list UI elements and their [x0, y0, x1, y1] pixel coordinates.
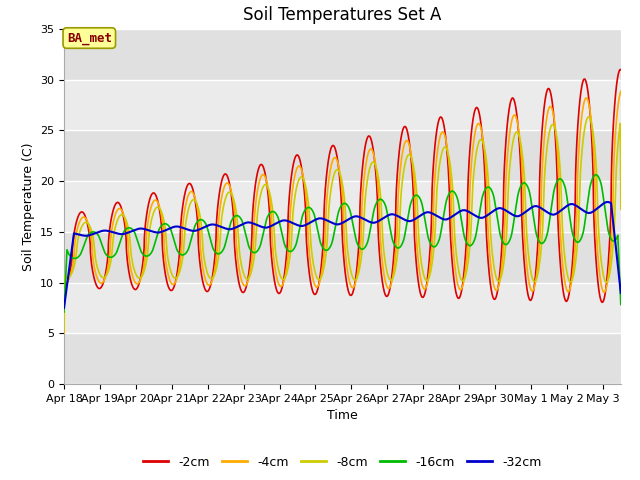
-16cm: [409, 196, 417, 202]
Bar: [64, 29, 621, 80]
-2cm: [93, 283, 100, 289]
-16cm: [531, 225, 539, 231]
-16cm: [617, 301, 625, 307]
Line: -2cm: -2cm: [64, 70, 621, 302]
-2cm: [426, 252, 433, 258]
-8cm: [598, 261, 605, 267]
-4cm: [60, 330, 68, 336]
Text: BA_met: BA_met: [67, 32, 112, 45]
-16cm: [426, 239, 433, 245]
-32cm: [531, 203, 539, 209]
-4cm: [426, 267, 433, 273]
-4cm: [598, 282, 605, 288]
Bar: [64, 80, 621, 130]
-32cm: [604, 199, 611, 205]
Line: -16cm: -16cm: [64, 175, 621, 312]
-8cm: [60, 327, 68, 333]
-4cm: [346, 279, 353, 285]
Bar: [64, 283, 621, 333]
Line: -32cm: -32cm: [64, 202, 621, 308]
-2cm: [598, 300, 606, 305]
-2cm: [409, 177, 417, 183]
Bar: [64, 333, 621, 384]
Y-axis label: Soil Temperature (C): Soil Temperature (C): [22, 142, 35, 271]
Bar: [64, 130, 621, 181]
-8cm: [346, 262, 353, 267]
Bar: [64, 181, 621, 232]
-4cm: [617, 88, 625, 94]
-2cm: [598, 299, 605, 304]
Bar: [64, 232, 621, 283]
-2cm: [531, 276, 539, 281]
-4cm: [93, 274, 100, 279]
-8cm: [409, 159, 417, 165]
-32cm: [598, 202, 605, 208]
-16cm: [93, 230, 100, 236]
-32cm: [617, 290, 625, 296]
-16cm: [60, 309, 68, 315]
-4cm: [531, 281, 539, 287]
-32cm: [426, 210, 433, 216]
-32cm: [346, 216, 353, 222]
Title: Soil Temperatures Set A: Soil Temperatures Set A: [243, 6, 442, 24]
-16cm: [346, 206, 353, 212]
X-axis label: Time: Time: [327, 409, 358, 422]
-32cm: [93, 230, 100, 236]
-8cm: [585, 114, 593, 120]
-32cm: [60, 305, 68, 311]
Line: -8cm: -8cm: [64, 117, 621, 330]
-16cm: [598, 183, 605, 189]
-8cm: [426, 273, 433, 279]
-8cm: [531, 278, 539, 284]
-32cm: [409, 217, 417, 223]
Legend: -2cm, -4cm, -8cm, -16cm, -32cm: -2cm, -4cm, -8cm, -16cm, -32cm: [138, 451, 547, 474]
-16cm: [592, 172, 600, 178]
-8cm: [617, 206, 625, 212]
-2cm: [60, 285, 68, 290]
-8cm: [93, 262, 100, 268]
-2cm: [617, 67, 625, 72]
-4cm: [409, 163, 417, 168]
-2cm: [346, 291, 353, 297]
-2cm: [616, 67, 624, 72]
Line: -4cm: -4cm: [64, 91, 621, 333]
